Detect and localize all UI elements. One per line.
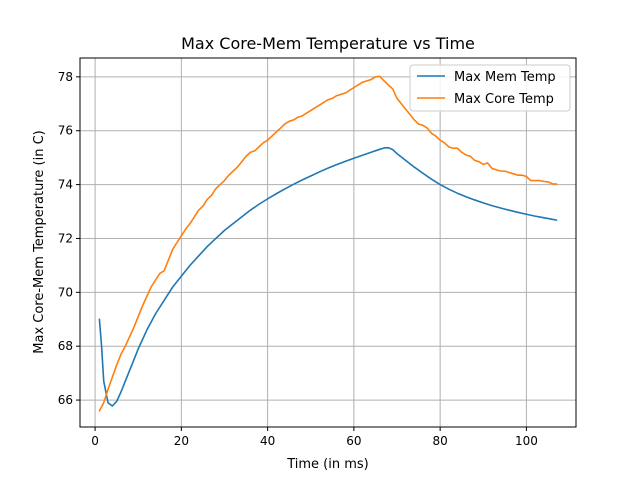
x-axis-label: Time (in ms) xyxy=(286,457,369,472)
y-tick-label: 68 xyxy=(58,339,73,353)
legend-label: Max Mem Temp xyxy=(454,70,556,85)
x-tick-label: 100 xyxy=(515,434,538,448)
y-axis-label: Max Core-Mem Temperature (in C) xyxy=(32,130,47,353)
axis-ticks: 0 20 40 60 80 100 66 68 70 72 74 76 78 xyxy=(58,70,538,448)
y-tick-label: 66 xyxy=(58,393,73,407)
y-tick-label: 76 xyxy=(58,124,73,138)
legend-label: Max Core Temp xyxy=(454,92,554,107)
x-tick-label: 60 xyxy=(346,434,361,448)
x-tick-label: 0 xyxy=(91,434,99,448)
y-tick-label: 72 xyxy=(58,231,73,245)
grid-lines xyxy=(80,58,576,427)
y-tick-label: 70 xyxy=(58,285,73,299)
x-tick-label: 20 xyxy=(174,434,189,448)
series-layer xyxy=(98,75,558,412)
x-tick-label: 40 xyxy=(260,434,275,448)
legend: Max Mem Temp Max Core Temp xyxy=(409,64,571,112)
chart-title: Max Core-Mem Temperature vs Time xyxy=(181,34,475,53)
series-line-max-core-temp xyxy=(98,75,558,412)
legend-box xyxy=(409,64,571,112)
series-line-max-mem-temp xyxy=(98,146,558,407)
plot-frame xyxy=(79,57,577,428)
x-tick-label: 80 xyxy=(432,434,447,448)
y-tick-label: 78 xyxy=(58,70,73,84)
y-tick-label: 74 xyxy=(58,178,73,192)
